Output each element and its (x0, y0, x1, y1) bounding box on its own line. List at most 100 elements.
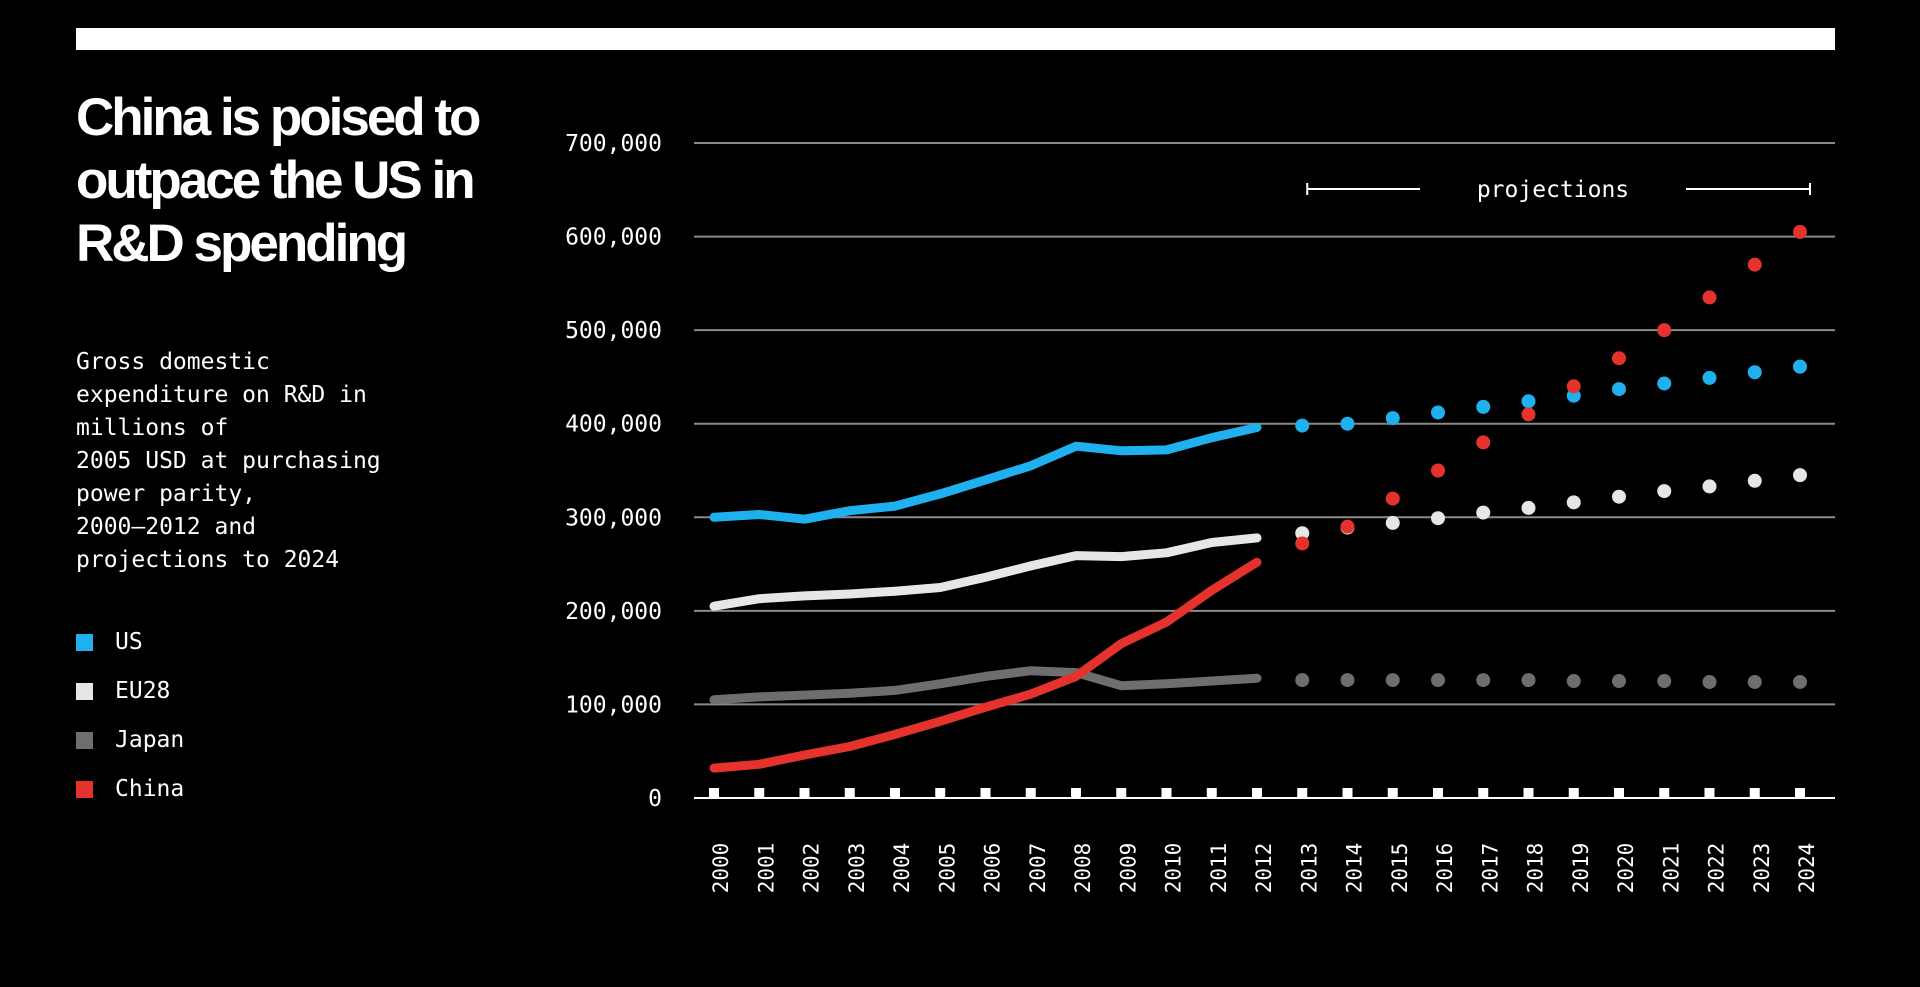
x-tick-label-2024: 2024 (1795, 843, 1819, 894)
chart-subtitle: Gross domestic expenditure on R&D in mil… (76, 349, 381, 573)
x-tick-marker-2022 (1704, 788, 1715, 798)
x-tick-label-2020: 2020 (1614, 843, 1638, 894)
x-tick-label-2009: 2009 (1116, 843, 1140, 894)
x-tick-label-2012: 2012 (1252, 843, 1276, 894)
x-tick-marker-2000 (709, 788, 719, 798)
legend-label-eu28: EU28 (115, 678, 171, 704)
series-point-us-2014 (1340, 416, 1355, 431)
x-tick-label-2007: 2007 (1026, 843, 1050, 894)
series-point-china-2013 (1295, 536, 1310, 551)
x-tick-label-2013: 2013 (1297, 843, 1321, 894)
series-line-us (709, 423, 1262, 524)
x-tick-label-2019: 2019 (1569, 843, 1593, 894)
x-tick-marker-2024 (1795, 788, 1805, 798)
legend-item-japan: Japan (76, 726, 184, 754)
x-tick-label-2014: 2014 (1343, 843, 1367, 894)
series-point-eu28-2019 (1566, 495, 1581, 510)
x-tick-label-2018: 2018 (1524, 843, 1548, 894)
series-point-china-2015 (1385, 491, 1400, 506)
legend-item-us: US (76, 628, 184, 656)
series-point-us-2021 (1657, 376, 1672, 391)
series-line-japan (709, 666, 1262, 705)
x-tick-marker-2001 (754, 788, 765, 798)
x-tick-marker-2006 (980, 788, 991, 798)
series-point-china-2017 (1476, 435, 1491, 450)
x-tick-marker-2002 (799, 788, 810, 798)
series-point-china-2020 (1612, 351, 1626, 366)
series-point-japan-2017 (1476, 673, 1491, 688)
x-tick-marker-2018 (1523, 788, 1534, 798)
x-tick-marker-2004 (890, 788, 900, 798)
series-point-japan-2013 (1295, 673, 1310, 688)
series-point-china-2018 (1521, 407, 1536, 422)
legend-label-japan: Japan (115, 727, 185, 753)
series-point-eu28-2017 (1476, 505, 1491, 520)
x-tick-marker-2019 (1568, 788, 1579, 798)
y-tick-label-400000: 400,000 (565, 412, 662, 438)
x-tick-label-2001: 2001 (754, 843, 778, 894)
series-point-japan-2019 (1566, 674, 1581, 689)
series-point-us-2016 (1431, 405, 1445, 420)
top-bar (76, 28, 1835, 50)
x-tick-marker-2014 (1342, 788, 1353, 798)
series-line-china (709, 557, 1262, 773)
series-point-us-2013 (1295, 418, 1310, 433)
series-point-japan-2015 (1385, 673, 1400, 688)
series-point-eu28-2021 (1657, 484, 1672, 499)
x-tick-marker-2007 (1025, 788, 1036, 798)
series-point-china-2016 (1431, 463, 1445, 478)
y-tick-label-500000: 500,000 (565, 318, 662, 344)
series-point-eu28-2013 (1295, 526, 1310, 541)
x-tick-label-2016: 2016 (1433, 843, 1457, 894)
x-tick-marker-2005 (935, 788, 946, 798)
series-point-china-2021 (1657, 323, 1672, 338)
y-tick-label-300000: 300,000 (565, 505, 662, 531)
x-tick-label-2015: 2015 (1388, 843, 1412, 894)
legend-item-china: China (76, 775, 184, 803)
series-point-japan-2014 (1340, 673, 1355, 688)
series-point-japan-2016 (1431, 673, 1445, 688)
series-point-china-2022 (1702, 290, 1717, 305)
series-point-us-2015 (1385, 411, 1400, 426)
x-tick-label-2022: 2022 (1705, 843, 1729, 894)
series-point-china-2024 (1793, 224, 1807, 239)
series-point-eu28-2023 (1747, 473, 1762, 488)
x-tick-label-2010: 2010 (1162, 843, 1186, 894)
legend-item-eu28: EU28 (76, 677, 184, 705)
x-tick-marker-2016 (1433, 788, 1443, 798)
series-point-us-2023 (1747, 365, 1762, 380)
y-tick-label-200000: 200,000 (565, 599, 662, 625)
series-point-eu28-2015 (1385, 515, 1400, 530)
series-point-us-2024 (1793, 359, 1807, 374)
series-point-japan-2024 (1793, 674, 1807, 689)
series-point-china-2014 (1340, 519, 1355, 534)
series-point-china-2023 (1747, 257, 1762, 272)
x-tick-label-2000: 2000 (709, 843, 733, 894)
legend-label-us: US (115, 629, 143, 655)
legend-swatch-eu28 (76, 682, 93, 700)
x-tick-marker-2003 (844, 788, 855, 798)
x-tick-marker-2010 (1161, 788, 1172, 798)
x-tick-marker-2023 (1749, 788, 1760, 798)
projection-label: projections (1477, 177, 1629, 203)
legend-swatch-japan (76, 731, 93, 749)
x-tick-marker-2021 (1659, 788, 1670, 798)
series-point-japan-2023 (1747, 674, 1762, 689)
series-point-us-2018 (1521, 394, 1536, 409)
legend-swatch-us (76, 633, 93, 651)
series-point-japan-2018 (1521, 673, 1536, 688)
x-tick-marker-2011 (1206, 788, 1217, 798)
x-tick-label-2008: 2008 (1071, 843, 1095, 894)
x-tick-label-2002: 2002 (800, 843, 824, 894)
series-point-eu28-2020 (1612, 489, 1626, 504)
series-point-us-2017 (1476, 399, 1491, 414)
y-tick-label-600000: 600,000 (565, 225, 662, 251)
y-tick-label-700000: 700,000 (565, 131, 662, 157)
x-tick-label-2021: 2021 (1659, 843, 1683, 894)
x-tick-marker-2013 (1297, 788, 1308, 798)
y-tick-label-100000: 100,000 (565, 692, 662, 718)
x-tick-label-2006: 2006 (981, 843, 1005, 894)
x-tick-label-2017: 2017 (1478, 843, 1502, 894)
legend-label-china: China (115, 776, 185, 802)
x-tick-label-2004: 2004 (890, 843, 914, 894)
